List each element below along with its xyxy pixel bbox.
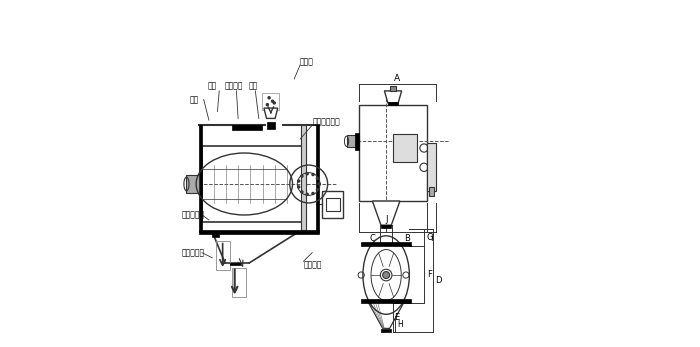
Text: 细料排出口: 细料排出口: [181, 248, 204, 257]
Bar: [216, 240, 230, 270]
Circle shape: [316, 177, 319, 179]
Bar: [301, 125, 306, 232]
Bar: [202, 146, 302, 222]
Text: J: J: [385, 215, 387, 225]
Text: 网架: 网架: [248, 81, 258, 90]
Text: H: H: [397, 320, 403, 329]
Text: 风轮: 风轮: [207, 81, 216, 90]
Bar: [316, 125, 319, 232]
Text: 螺旋输送系统: 螺旋输送系统: [312, 117, 340, 126]
Bar: [391, 86, 395, 91]
Text: 粗料排出口: 粗料排出口: [181, 210, 204, 219]
Circle shape: [312, 174, 314, 176]
Circle shape: [318, 183, 320, 185]
Bar: [326, 197, 340, 211]
Text: A: A: [394, 74, 400, 83]
Bar: [199, 125, 202, 232]
Text: D: D: [435, 276, 442, 285]
Bar: [267, 122, 275, 129]
Text: E: E: [394, 313, 400, 322]
Circle shape: [273, 102, 275, 104]
Polygon shape: [384, 91, 402, 103]
Text: 主轴: 主轴: [190, 95, 200, 104]
Bar: [361, 299, 411, 303]
Bar: [381, 329, 391, 332]
Polygon shape: [264, 108, 278, 118]
Circle shape: [298, 186, 300, 188]
Bar: [388, 102, 398, 105]
Circle shape: [316, 189, 319, 191]
Text: G: G: [427, 233, 433, 242]
Circle shape: [383, 272, 390, 279]
Text: 进料口: 进料口: [300, 57, 314, 66]
Circle shape: [301, 175, 303, 177]
Circle shape: [272, 100, 274, 102]
Bar: [428, 143, 436, 192]
Bar: [232, 268, 246, 297]
Circle shape: [267, 104, 268, 106]
Text: C: C: [370, 235, 375, 243]
Polygon shape: [372, 201, 400, 225]
Text: I: I: [430, 235, 433, 243]
Circle shape: [306, 193, 308, 195]
Bar: [262, 93, 279, 110]
Circle shape: [298, 180, 300, 182]
Bar: [346, 135, 358, 147]
Bar: [429, 187, 434, 196]
Bar: [358, 105, 428, 201]
Bar: [212, 234, 219, 237]
Bar: [186, 175, 199, 193]
Circle shape: [268, 97, 270, 99]
Polygon shape: [368, 301, 405, 328]
Bar: [381, 225, 391, 228]
Circle shape: [301, 191, 303, 193]
Bar: [199, 230, 319, 234]
Bar: [232, 125, 262, 130]
Bar: [323, 191, 343, 218]
Text: 风轮叶片: 风轮叶片: [225, 81, 243, 90]
Bar: [355, 133, 358, 150]
Text: B: B: [404, 235, 410, 243]
Bar: [393, 134, 417, 162]
Circle shape: [318, 183, 320, 185]
Circle shape: [306, 173, 308, 175]
Text: F: F: [427, 270, 432, 279]
Bar: [230, 263, 240, 265]
Circle shape: [312, 193, 314, 195]
Text: 驱动电机: 驱动电机: [304, 260, 322, 269]
Bar: [361, 242, 411, 246]
